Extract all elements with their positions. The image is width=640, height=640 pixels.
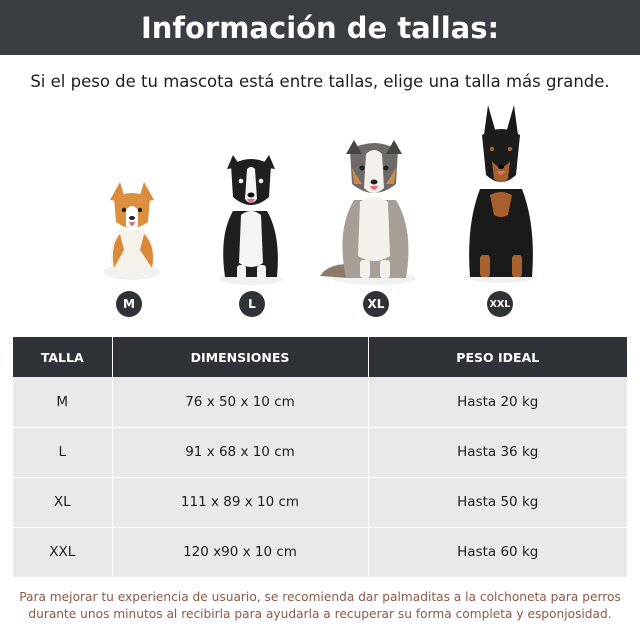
cell-talla: M <box>13 377 113 427</box>
size-table: TALLA DIMENSIONES PESO IDEAL M 76 x 50 x… <box>13 337 627 577</box>
size-badge-xxl: XXL <box>487 291 513 317</box>
cell-peso: Hasta 60 kg <box>368 526 627 577</box>
size-badge-m: M <box>116 291 142 317</box>
size-badge-xl: XL <box>363 291 389 317</box>
cell-peso: Hasta 50 kg <box>368 476 627 527</box>
table-row: L 91 x 68 x 10 cm Hasta 36 kg <box>13 426 627 477</box>
cell-dimensiones: 91 x 68 x 10 cm <box>112 426 369 477</box>
header-talla: TALLA <box>13 337 113 377</box>
cell-dimensiones: 76 x 50 x 10 cm <box>112 377 369 427</box>
table-row: XXL 120 x90 x 10 cm Hasta 60 kg <box>13 526 627 577</box>
table-header-row: TALLA DIMENSIONES PESO IDEAL <box>13 337 627 377</box>
header-bar: Información de tallas: <box>0 0 640 55</box>
dog-illustrations: M L XL <box>0 100 640 325</box>
cell-peso: Hasta 20 kg <box>368 377 627 427</box>
cell-talla: XL <box>13 476 113 527</box>
cell-dimensiones: 120 x90 x 10 cm <box>112 526 369 577</box>
cell-peso: Hasta 36 kg <box>368 426 627 477</box>
border-collie-dog-icon <box>219 155 283 285</box>
table-row: XL 111 x 89 x 10 cm Hasta 50 kg <box>13 476 627 527</box>
table-row: M 76 x 50 x 10 cm Hasta 20 kg <box>13 377 627 427</box>
cell-talla: XXL <box>13 526 113 577</box>
cell-talla: L <box>13 426 113 477</box>
cell-dimensiones: 111 x 89 x 10 cm <box>112 476 369 527</box>
doberman-dog-icon <box>465 105 537 283</box>
page-title: Información de tallas: <box>140 10 500 45</box>
care-note: Para mejorar tu experiencia de usuario, … <box>19 590 621 621</box>
corgi-dog-icon <box>104 182 160 280</box>
size-badge-l: L <box>239 291 265 317</box>
header-dimensiones: DIMENSIONES <box>112 337 369 377</box>
header-peso-ideal: PESO IDEAL <box>368 337 627 377</box>
subtitle: Si el peso de tu mascota está entre tall… <box>30 72 610 91</box>
australian-shepherd-dog-icon <box>320 140 416 285</box>
